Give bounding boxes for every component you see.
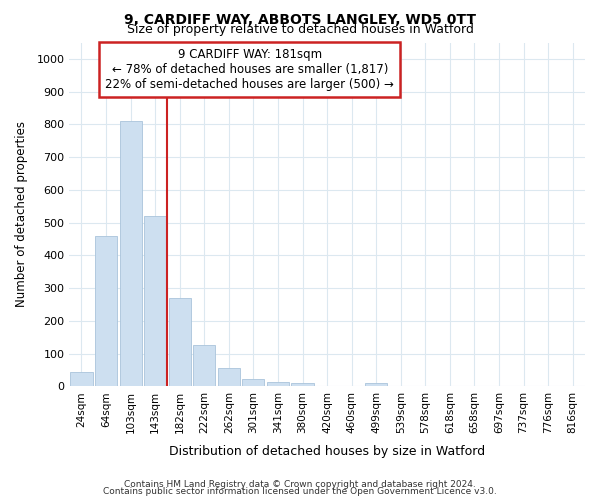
Bar xyxy=(292,383,314,386)
Bar xyxy=(169,298,191,386)
Text: Contains public sector information licensed under the Open Government Licence v3: Contains public sector information licen… xyxy=(103,488,497,496)
Bar xyxy=(70,372,92,386)
Bar xyxy=(95,236,117,386)
Text: Contains HM Land Registry data © Crown copyright and database right 2024.: Contains HM Land Registry data © Crown c… xyxy=(124,480,476,489)
Text: 9, CARDIFF WAY, ABBOTS LANGLEY, WD5 0TT: 9, CARDIFF WAY, ABBOTS LANGLEY, WD5 0TT xyxy=(124,12,476,26)
Bar xyxy=(193,346,215,387)
Bar xyxy=(267,382,289,386)
Bar xyxy=(144,216,166,386)
Text: Size of property relative to detached houses in Watford: Size of property relative to detached ho… xyxy=(127,22,473,36)
X-axis label: Distribution of detached houses by size in Watford: Distribution of detached houses by size … xyxy=(169,444,485,458)
Bar xyxy=(365,383,387,386)
Bar xyxy=(242,379,265,386)
Bar xyxy=(119,121,142,386)
Bar xyxy=(218,368,240,386)
Text: 9 CARDIFF WAY: 181sqm
← 78% of detached houses are smaller (1,817)
22% of semi-d: 9 CARDIFF WAY: 181sqm ← 78% of detached … xyxy=(105,48,394,90)
Y-axis label: Number of detached properties: Number of detached properties xyxy=(15,122,28,308)
